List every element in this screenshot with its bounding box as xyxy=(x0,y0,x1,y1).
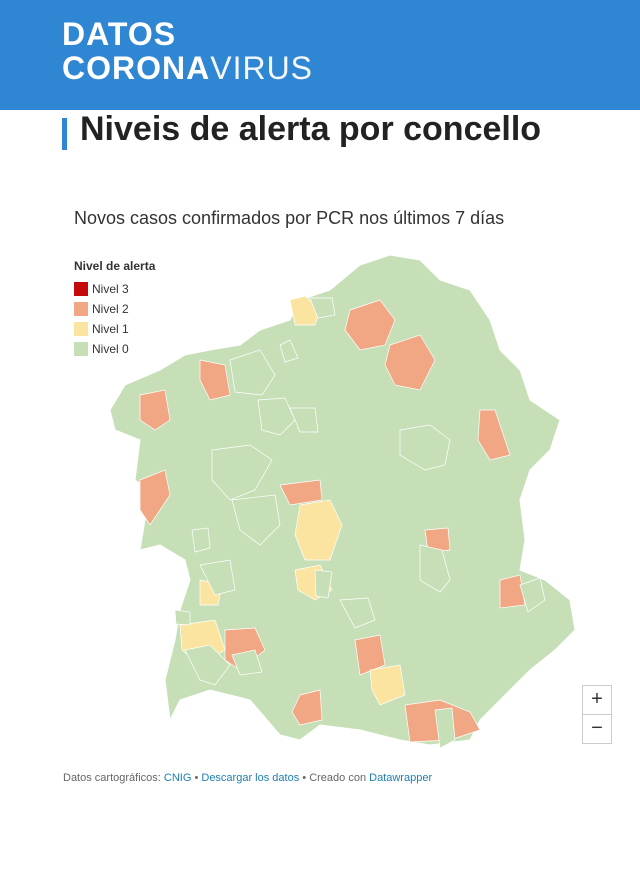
title-bar xyxy=(62,118,67,150)
region xyxy=(279,339,299,363)
legend-label: Nivel 1 xyxy=(92,322,129,336)
region xyxy=(109,254,576,746)
region xyxy=(294,499,343,561)
legend-swatch xyxy=(74,342,88,356)
source-label: Datos cartográficos: xyxy=(63,772,161,784)
region xyxy=(289,407,319,433)
legend-label: Nivel 0 xyxy=(92,342,129,356)
logo-corona: CORONA xyxy=(62,50,211,86)
region xyxy=(139,389,171,431)
region xyxy=(344,299,396,351)
tool-link[interactable]: Datawrapper xyxy=(369,772,433,784)
legend-title: Nivel de alerta xyxy=(74,259,156,273)
region xyxy=(257,397,296,436)
subtitle: Novos casos confirmados por PCR nos últi… xyxy=(74,208,505,228)
legend-swatch xyxy=(74,302,88,316)
region xyxy=(384,334,436,391)
region xyxy=(211,444,273,501)
region xyxy=(199,559,236,596)
region xyxy=(231,649,263,676)
region xyxy=(399,424,451,471)
region xyxy=(434,707,456,749)
region xyxy=(339,597,376,629)
title: Niveis de alerta por concello xyxy=(80,110,542,148)
region xyxy=(231,494,281,546)
legend-item: Nivel 3 xyxy=(74,279,155,299)
region xyxy=(279,479,323,506)
region xyxy=(174,609,191,626)
legend: Nivel de alerta Nivel 3 Nivel 2 Nivel 1 Niv… xyxy=(74,259,155,359)
legend-label: Nivel 3 xyxy=(92,282,129,296)
map xyxy=(109,254,576,749)
region xyxy=(139,469,171,526)
legend-swatch xyxy=(74,322,88,336)
region xyxy=(314,569,333,599)
download-link[interactable]: Descargar los datos xyxy=(201,772,300,784)
logo-line1: DATOS xyxy=(62,16,177,52)
legend-item: Nivel 2 xyxy=(74,299,155,319)
zoom-in[interactable]: + xyxy=(582,685,612,715)
region xyxy=(199,359,231,401)
region xyxy=(291,689,323,726)
region xyxy=(477,409,511,461)
zoom-out[interactable]: − xyxy=(582,714,612,744)
region xyxy=(419,544,451,593)
separator: • xyxy=(302,772,307,784)
source-link[interactable]: CNIG xyxy=(163,772,192,784)
region xyxy=(191,527,211,553)
region xyxy=(354,634,386,676)
logo-virus: VIRUS xyxy=(210,50,314,86)
region xyxy=(184,644,231,686)
region xyxy=(369,664,406,706)
footer: Datos cartográficos: CNIG • Descargar lo… xyxy=(63,772,432,784)
legend-label: Nivel 2 xyxy=(92,302,129,316)
region xyxy=(519,577,546,613)
region xyxy=(309,297,336,319)
logo-line2: CORONAVIRUS xyxy=(62,50,313,87)
region xyxy=(229,349,276,396)
header: DATOS CORONAVIRUS xyxy=(0,0,640,110)
region xyxy=(499,574,526,609)
created-label: Creado con xyxy=(309,772,367,784)
legend-item: Nivel 0 xyxy=(74,339,155,359)
separator: • xyxy=(194,772,199,784)
region xyxy=(424,527,451,553)
legend-item: Nivel 1 xyxy=(74,319,155,339)
legend-swatch xyxy=(74,282,88,296)
